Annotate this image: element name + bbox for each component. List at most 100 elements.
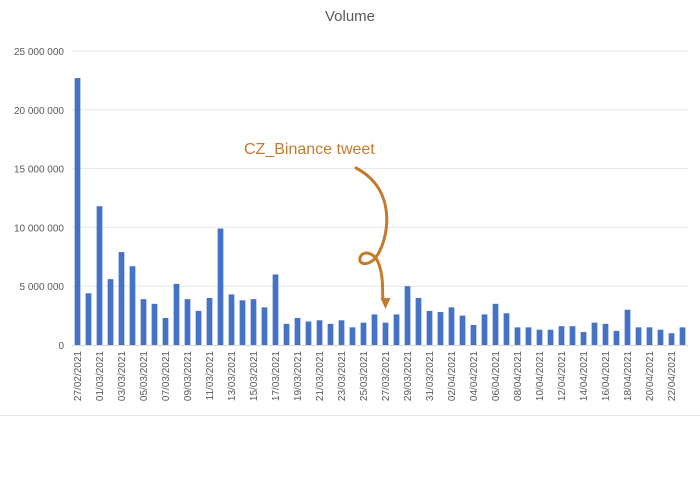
- chart-container: Volume 0 5 000 000 10 000 000 15 000 000 20 …: [0, 8, 700, 416]
- bar: [85, 293, 92, 345]
- x-tick-label: 16/04/2021: [601, 351, 612, 401]
- bar: [580, 332, 587, 345]
- bar: [118, 252, 125, 345]
- x-tick-label: 06/04/2021: [491, 351, 502, 401]
- y-tick-label: 15 000 000: [14, 165, 64, 176]
- bar: [206, 297, 213, 345]
- bar: [514, 327, 521, 345]
- bar: [624, 309, 631, 345]
- x-tick-label: 27/03/2021: [381, 351, 392, 401]
- x-tick-label: 20/04/2021: [645, 351, 656, 401]
- bar: [558, 326, 565, 345]
- bar: [657, 329, 664, 345]
- bar: [151, 303, 158, 345]
- bar: [96, 206, 103, 345]
- x-tick-label: 12/04/2021: [557, 351, 568, 401]
- bar: [470, 325, 477, 345]
- x-tick-label: 03/03/2021: [117, 351, 128, 401]
- bar: [448, 307, 455, 345]
- bar: [393, 314, 400, 345]
- y-tick-label: 25 000 000: [14, 47, 64, 58]
- y-tick-label: 20 000 000: [14, 106, 64, 117]
- bar: [162, 317, 169, 345]
- chart-title: Volume: [324, 8, 376, 25]
- bar: [547, 329, 554, 345]
- bar: [646, 327, 653, 345]
- bar: [503, 313, 510, 345]
- annotation-curve: [354, 166, 389, 302]
- x-tick-label: 21/03/2021: [315, 351, 326, 401]
- bar: [426, 310, 433, 345]
- x-tick-label: 13/03/2021: [227, 351, 238, 401]
- bar: [173, 283, 180, 345]
- x-tick-label: 04/04/2021: [469, 351, 480, 401]
- bar: [261, 307, 268, 345]
- x-tick-label: 31/03/2021: [425, 351, 436, 401]
- bar: [360, 322, 367, 345]
- x-tick-label: 18/04/2021: [623, 351, 634, 401]
- bar: [437, 312, 444, 345]
- bar: [602, 323, 609, 345]
- x-tick-label: 07/03/2021: [161, 351, 172, 401]
- bar: [591, 322, 598, 345]
- bar: [217, 228, 224, 345]
- x-tick-label: 14/04/2021: [579, 351, 590, 401]
- bar: [635, 327, 642, 345]
- bar: [679, 327, 686, 345]
- x-tick-label: 15/03/2021: [249, 351, 260, 401]
- bar: [239, 300, 246, 345]
- bar: [107, 279, 114, 345]
- y-tick-label: 0: [58, 341, 64, 352]
- bar: [371, 314, 378, 345]
- x-tick-label: 05/03/2021: [139, 351, 150, 401]
- x-axis-tick-labels: 27/02/2021 01/03/2021 03/03/2021 05/03/2021…: [73, 351, 678, 401]
- bar: [349, 327, 356, 345]
- gridlines: [72, 50, 688, 287]
- x-tick-label: 08/04/2021: [513, 351, 524, 401]
- x-tick-label: 01/03/2021: [95, 351, 106, 401]
- bar: [316, 320, 323, 345]
- y-axis-tick-labels: 0 5 000 000 10 000 000 15 000 000 20 000 000…: [14, 47, 65, 352]
- bar: [283, 323, 290, 345]
- y-tick-label: 10 000 000: [14, 223, 64, 234]
- x-tick-label: 19/03/2021: [293, 351, 304, 401]
- x-tick-label: 27/02/2021: [73, 351, 84, 401]
- x-tick-label: 29/03/2021: [403, 351, 414, 401]
- bar: [140, 299, 147, 345]
- x-tick-label: 25/03/2021: [359, 351, 370, 401]
- bar: [613, 330, 620, 345]
- y-tick-label: 5 000 000: [20, 282, 65, 293]
- x-tick-label: 17/03/2021: [271, 351, 282, 401]
- bar: [228, 294, 235, 345]
- annotation-arrowhead: [380, 298, 391, 309]
- bar: [404, 286, 411, 345]
- bar: [668, 333, 675, 345]
- bar: [382, 322, 389, 345]
- annotation-arrow: [354, 166, 391, 309]
- bar: [74, 78, 81, 345]
- bar: [305, 321, 312, 345]
- x-tick-label: 11/03/2021: [205, 351, 216, 401]
- bar: [525, 327, 532, 345]
- bar-chart: 0 5 000 000 10 000 000 15 000 000 20 000 000…: [14, 47, 688, 401]
- bar: [492, 303, 499, 345]
- bars: [74, 78, 686, 345]
- bar: [338, 320, 345, 345]
- bar: [481, 314, 488, 345]
- bar: [459, 315, 466, 345]
- bar: [195, 310, 202, 345]
- x-tick-label: 22/04/2021: [667, 351, 678, 401]
- x-tick-label: 23/03/2021: [337, 351, 348, 401]
- bar: [569, 326, 576, 345]
- bar: [327, 323, 334, 345]
- bar: [184, 299, 191, 345]
- annotation-label: CZ_Binance tweet: [244, 141, 375, 158]
- bar: [294, 317, 301, 345]
- bar: [536, 329, 543, 345]
- bar: [129, 266, 136, 345]
- bar: [415, 297, 422, 345]
- bar: [272, 274, 279, 345]
- bar: [250, 299, 257, 345]
- x-tick-label: 02/04/2021: [447, 351, 458, 401]
- x-tick-label: 09/03/2021: [183, 351, 194, 401]
